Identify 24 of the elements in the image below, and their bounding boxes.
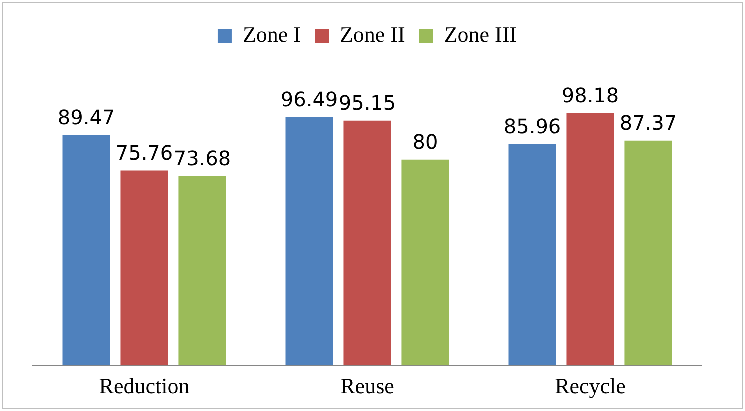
data-label: 73.68 [174,146,232,170]
bar [402,160,450,366]
bar [286,117,334,366]
bar [624,140,672,366]
legend-label: Zone II [340,22,406,47]
data-label: 95.15 [338,91,396,116]
data-label: 96.49 [280,88,338,112]
x-tick-label: Reduction [99,374,190,399]
data-label: 80 [412,130,438,154]
bar [62,136,110,366]
bar [344,120,392,366]
legend-label: Zone I [242,22,301,47]
x-tick-label: Recycle [555,374,626,399]
bar [508,144,556,366]
data-label: 75.76 [116,140,174,165]
bar [120,170,168,366]
data-label: 87.37 [620,111,678,136]
data-label: 85.96 [504,114,562,139]
bar [566,113,614,366]
x-tick-label: Reuse [340,374,394,399]
data-label: 98.18 [562,83,620,108]
data-label: 89.47 [58,106,116,130]
bar [178,176,226,366]
legend-label: Zone III [444,22,518,47]
